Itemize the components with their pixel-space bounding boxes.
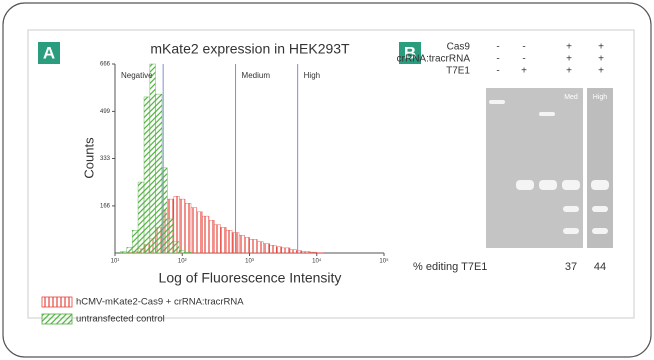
x-tick-label: 10⁵ [379, 258, 389, 265]
x-tick-label: 10² [178, 259, 187, 265]
x-tick-label: 10³ [245, 259, 254, 265]
band [539, 112, 555, 116]
y-tick-label: 499 [100, 109, 111, 115]
lane-sign: + [598, 42, 604, 53]
band [592, 206, 608, 212]
lane-sign: - [496, 66, 499, 77]
band [591, 180, 609, 190]
band [489, 100, 505, 104]
histogram-bar [245, 237, 250, 253]
histogram-bar [239, 235, 245, 253]
histogram-bar [185, 203, 191, 253]
histogram-bar [310, 252, 317, 253]
y-tick-label: 666 [100, 62, 111, 68]
figure: A B mKate2 expression in HEK293T Log of … [0, 0, 654, 360]
band [562, 180, 580, 190]
band [563, 206, 579, 212]
histogram-bar [144, 97, 150, 253]
lane-sign: + [598, 66, 604, 77]
result-label: % editing T7E1 [413, 261, 487, 273]
histogram-bar [132, 230, 138, 253]
histogram-bar [220, 227, 226, 253]
histogram-bar [282, 248, 290, 253]
lane-sign: - [522, 54, 525, 65]
y-tick-label: 166 [100, 203, 111, 209]
lane-sign: - [522, 42, 525, 53]
lane-label: Med [564, 94, 578, 101]
region-label: High [304, 71, 320, 80]
y-tick-label: 333 [100, 156, 111, 162]
histogram-bar [167, 219, 174, 253]
histogram-bar [257, 242, 263, 253]
histogram-bar [185, 252, 191, 253]
band [539, 180, 557, 190]
lane-sign: + [566, 42, 572, 53]
region-label: Medium [242, 71, 271, 80]
histogram-bar [276, 247, 281, 253]
histogram-bar [120, 252, 127, 253]
histogram-bar [179, 199, 185, 253]
histogram-bar [179, 250, 185, 253]
gel-image [587, 88, 613, 248]
lane-sign: - [496, 54, 499, 65]
histogram-bar [290, 250, 297, 253]
legend-label: untransfected control [76, 314, 165, 325]
histogram-bar [270, 245, 277, 253]
band [592, 228, 608, 234]
histogram-bar [150, 64, 156, 253]
lane-sign: + [598, 54, 604, 65]
panel-label: A [43, 43, 55, 62]
legend-swatch [42, 314, 72, 324]
legend-swatch [42, 297, 72, 307]
band [563, 228, 579, 234]
condition-label: T7E1 [446, 66, 470, 77]
histogram-bar [209, 220, 214, 253]
histogram-bar [263, 244, 270, 253]
band [516, 180, 534, 190]
histogram-bar [197, 212, 203, 253]
gel-image [486, 88, 583, 248]
editing-value: 44 [594, 261, 606, 273]
condition-label: Cas9 [447, 42, 471, 53]
lane-sign: + [566, 54, 572, 65]
histogram-bar [138, 182, 144, 253]
chart-title: mKate2 expression in HEK293T [150, 41, 350, 57]
histogram-bar [174, 242, 179, 253]
y-axis-label: Counts [81, 137, 96, 179]
histogram-bar [214, 225, 220, 253]
histogram-bar [155, 94, 162, 253]
histogram-bar [202, 216, 209, 253]
histogram-bar [226, 230, 232, 253]
lane-sign: + [521, 66, 527, 77]
region-label: Negative [121, 71, 153, 80]
x-tick-label: 10¹ [111, 259, 120, 265]
histogram-bar [191, 208, 197, 253]
lane-sign: + [566, 66, 572, 77]
histogram-bar [127, 247, 132, 253]
lane-label: High [593, 94, 608, 101]
histogram-bar [250, 239, 258, 253]
lane-sign: - [496, 42, 499, 53]
x-tick-label: 10⁴ [312, 258, 322, 265]
condition-label: crRNA:tracrRNA [397, 54, 471, 65]
legend-label: hCMV-mKate2-Cas9 + crRNA:tracrRNA [76, 297, 244, 308]
x-axis-label: Log of Fluorescence Intensity [159, 270, 342, 286]
editing-value: 37 [565, 261, 577, 273]
histogram-bar [302, 252, 310, 253]
